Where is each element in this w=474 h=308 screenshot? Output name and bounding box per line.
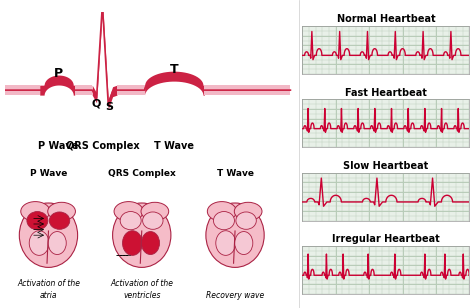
Ellipse shape: [234, 202, 262, 221]
Ellipse shape: [143, 212, 163, 229]
Text: Q: Q: [91, 99, 100, 108]
Text: T Wave: T Wave: [217, 169, 254, 178]
Ellipse shape: [113, 203, 171, 267]
Text: S: S: [106, 102, 114, 111]
Text: Fast Heartbeat: Fast Heartbeat: [345, 88, 427, 98]
Text: T: T: [170, 63, 178, 76]
Text: R: R: [98, 0, 107, 2]
Ellipse shape: [27, 212, 48, 230]
Text: Irregular Heartbeat: Irregular Heartbeat: [332, 234, 440, 244]
Ellipse shape: [122, 231, 142, 255]
Ellipse shape: [207, 202, 237, 221]
Ellipse shape: [235, 232, 253, 254]
Text: QRS Complex: QRS Complex: [65, 141, 139, 151]
Ellipse shape: [21, 202, 50, 221]
Text: T Wave: T Wave: [154, 141, 194, 151]
Ellipse shape: [48, 232, 66, 254]
Text: Activation of the
ventricles: Activation of the ventricles: [110, 279, 173, 300]
Text: P Wave: P Wave: [38, 141, 79, 151]
Text: Slow Heartbeat: Slow Heartbeat: [343, 161, 428, 171]
Ellipse shape: [141, 202, 169, 221]
Text: P: P: [54, 67, 63, 80]
Text: Activation of the
atria: Activation of the atria: [17, 279, 80, 300]
Text: QRS Complex: QRS Complex: [108, 169, 176, 178]
Text: P Wave: P Wave: [30, 169, 67, 178]
Text: Normal Heartbeat: Normal Heartbeat: [337, 14, 435, 24]
Ellipse shape: [216, 231, 236, 255]
Text: Recovery wave: Recovery wave: [206, 291, 264, 300]
Ellipse shape: [114, 202, 143, 221]
Ellipse shape: [19, 203, 78, 267]
Ellipse shape: [48, 202, 75, 221]
Ellipse shape: [120, 212, 141, 230]
Ellipse shape: [49, 212, 70, 229]
Ellipse shape: [141, 232, 160, 254]
Ellipse shape: [236, 212, 256, 229]
Ellipse shape: [213, 212, 235, 230]
Ellipse shape: [206, 203, 264, 267]
Ellipse shape: [29, 231, 49, 255]
